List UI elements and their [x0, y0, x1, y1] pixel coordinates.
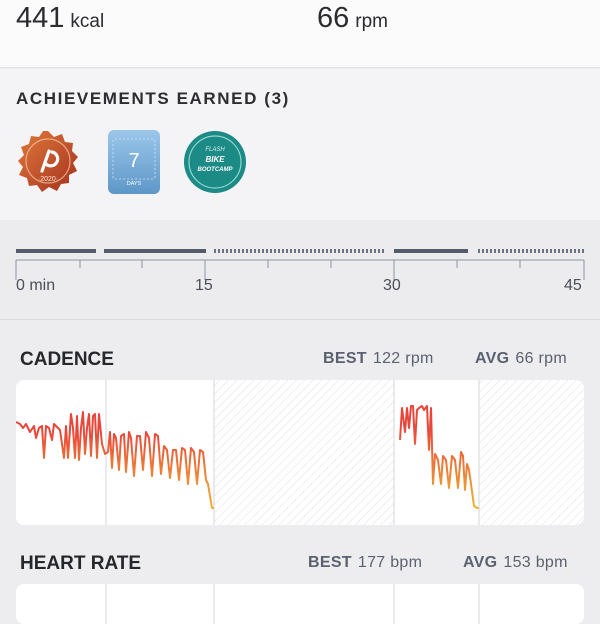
cadence-chart-svg	[16, 380, 584, 525]
streak-number: 7	[128, 150, 139, 172]
paused-region	[214, 380, 394, 525]
flash-bike-bootcamp-badge[interactable]: FLASH BIKE BOOTCAMP	[182, 129, 248, 200]
cadence-avg: AVG 66 rpm	[475, 350, 567, 368]
cadence-avg-unit: rpm	[355, 11, 388, 32]
cadence-line	[399, 405, 479, 509]
cadence-avg-stat: 66 rpm	[317, 2, 388, 35]
timeline-segment-active	[394, 249, 468, 253]
heart-rate-chart[interactable]	[16, 584, 584, 624]
calories-stat: 441 kcal	[16, 2, 104, 35]
timeline-label-45: 45	[564, 277, 582, 294]
timeline-segment-active	[104, 249, 206, 253]
heart-rate-best-label: BEST	[308, 554, 352, 571]
cadence-chart[interactable]	[16, 380, 584, 525]
streak-label: DAYS	[127, 181, 142, 187]
cadence-avg-label: AVG	[475, 350, 510, 367]
calories-value: 441	[16, 2, 65, 34]
peloton-2020-badge[interactable]: ·2020·	[16, 129, 80, 202]
timeline-label-30: 30	[383, 277, 401, 294]
cadence-best-label: BEST	[323, 350, 367, 367]
timeline-segment-active	[16, 249, 96, 253]
cadence-best: BEST 122 rpm	[323, 350, 434, 368]
timeline-label-15: 15	[195, 277, 213, 294]
timeline-segments	[15, 249, 585, 280]
cadence-avg-value-chart: 66 rpm	[515, 350, 567, 367]
cadence-best-value: 122 rpm	[372, 350, 434, 367]
heart-rate-title: HEART RATE	[20, 553, 142, 574]
calories-unit: kcal	[70, 11, 105, 32]
bootcamp-badge-icon: FLASH BIKE BOOTCAMP	[184, 131, 246, 193]
bootcamp-line1: FLASH	[205, 147, 225, 153]
top-stats-bar: 441 kcal 66 rpm	[0, 0, 600, 68]
heart-rate-best: BEST 177 bpm	[308, 554, 422, 572]
achievements-section: ACHIEVEMENTS EARNED (3) ·2020·	[0, 69, 600, 220]
heart-rate-chart-svg	[105, 584, 480, 624]
workout-timeline: 0 min 15 30 45	[0, 220, 600, 320]
cadence-avg-value: 66	[317, 2, 350, 34]
cadence-title: CADENCE	[20, 349, 114, 370]
bootcamp-line3: BOOTCAMP	[198, 167, 234, 173]
heart-rate-best-value: 177 bpm	[357, 554, 423, 571]
timeline-label-0: 0 min	[16, 277, 56, 294]
heart-rate-avg-label: AVG	[463, 554, 498, 571]
achievements-title: ACHIEVEMENTS EARNED (3)	[16, 89, 290, 108]
heart-rate-avg-value: 153 bpm	[503, 554, 568, 571]
peloton-badge-icon: ·2020·	[18, 131, 78, 192]
peloton-badge-text: ·2020·	[38, 176, 58, 183]
calendar-badge-icon: 7 DAYS	[108, 130, 160, 194]
cadence-line	[16, 411, 214, 509]
streak-7-days-badge[interactable]: 7 DAYS	[107, 129, 161, 202]
heart-rate-avg: AVG 153 bpm	[463, 554, 568, 572]
paused-region	[479, 380, 584, 525]
bootcamp-line2: BIKE	[205, 155, 225, 164]
